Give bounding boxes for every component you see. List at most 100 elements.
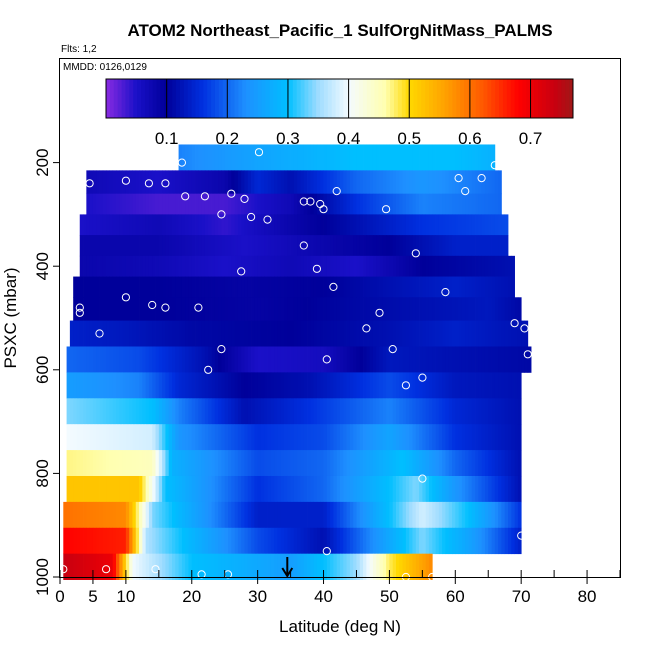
heatmap-cell [402,170,407,195]
heatmap-cell [419,297,423,321]
heatmap-cell [379,214,384,236]
heatmap-cell [106,276,110,298]
heatmap-cell [346,475,351,503]
heatmap-cell [316,501,321,529]
heatmap-cell [214,372,219,399]
heatmap-cell [168,475,173,503]
heatmap-cell [488,527,492,555]
heatmap-cell [320,235,324,257]
heatmap-cell [270,214,275,236]
heatmap-cell [234,144,239,171]
heatmap-cell [69,450,74,477]
heatmap-cell [405,553,410,580]
colorbar-cell [191,79,197,118]
heatmap-cell [468,475,473,503]
x-tick-label: 40 [314,587,333,606]
heatmap-cell [297,424,301,451]
heatmap-cell [422,450,427,477]
heatmap-cell [191,144,196,171]
heatmap-cell [257,193,262,215]
heatmap-cell [340,450,344,477]
heatmap-cell [409,527,413,555]
colorbar-tick-label: 0.7 [519,129,543,148]
heatmap-cell [330,320,334,347]
heatmap-cell [277,398,282,425]
heatmap-cell [284,144,288,171]
sample-point [217,210,226,219]
heatmap-cell [409,398,413,425]
heatmap-cell [237,527,242,555]
sample-point [148,300,157,310]
heatmap-cell [445,320,450,347]
heatmap-cell [119,553,123,580]
heatmap-cell [425,235,430,257]
heatmap-cell [343,276,347,298]
heatmap-cell [514,372,519,399]
heatmap-cell [188,372,193,399]
heatmap-cell [498,398,502,425]
heatmap-cell [313,276,318,298]
heatmap-cell [214,255,219,277]
heatmap-cell [287,235,291,257]
heatmap-cell [389,276,394,298]
heatmap-cell [478,193,483,215]
heatmap-cell [468,372,473,399]
heatmap-cell [307,297,311,321]
heatmap-cell [293,372,298,399]
heatmap-cell [152,501,156,529]
heatmap-cell [353,235,357,257]
heatmap-cell [389,297,394,321]
heatmap-cell [310,346,315,373]
heatmap-cell [484,255,489,277]
heatmap-cell [409,297,413,321]
heatmap-cell [382,424,387,451]
heatmap-cell [369,276,374,298]
heatmap-cell [175,235,179,257]
heatmap-cell [316,450,321,477]
sample-point [95,329,104,338]
heatmap-cell [422,372,427,399]
heatmap-cell [448,501,453,529]
heatmap-cell [274,527,278,555]
heatmap-cell [155,398,160,425]
heatmap-cell [152,553,156,580]
heatmap-cell [129,214,133,236]
heatmap-cell [310,276,315,298]
heatmap-cell [96,398,100,425]
heatmap-cell [307,346,311,373]
heatmap-cell [254,398,259,425]
heatmap-cell [165,346,170,373]
heatmap-cell [122,398,127,425]
sample-point [240,194,249,203]
heatmap-cell [204,398,209,425]
heatmap-cell [514,398,519,425]
heatmap-cell [359,276,364,298]
heatmap-cell [386,235,390,257]
heatmap-cell [300,553,305,580]
heatmap-cell [274,372,278,399]
heatmap-cell [488,450,492,477]
heatmap-cell [284,193,288,215]
heatmap-cell [399,450,403,477]
heatmap-cell [165,424,170,451]
heatmap-cell [119,320,123,347]
heatmap-cell [316,193,321,215]
heatmap-cell [366,346,371,373]
heatmap-cell [369,170,374,195]
heatmap-cell [267,475,272,503]
heatmap-cell [112,214,117,236]
heatmap-cell [346,450,351,477]
heatmap-cell [415,276,420,298]
heatmap-cell [399,553,403,580]
heatmap-cell [412,276,417,298]
heatmap-cell [224,235,229,257]
heatmap-cell [323,276,328,298]
heatmap-cell [468,346,473,373]
heatmap-cell [231,553,235,580]
heatmap-cell [356,527,361,555]
heatmap-cell [498,214,502,236]
heatmap-cell [244,501,249,529]
heatmap-cell [125,214,130,236]
heatmap-cell [340,235,344,257]
heatmap-cell [369,214,374,236]
